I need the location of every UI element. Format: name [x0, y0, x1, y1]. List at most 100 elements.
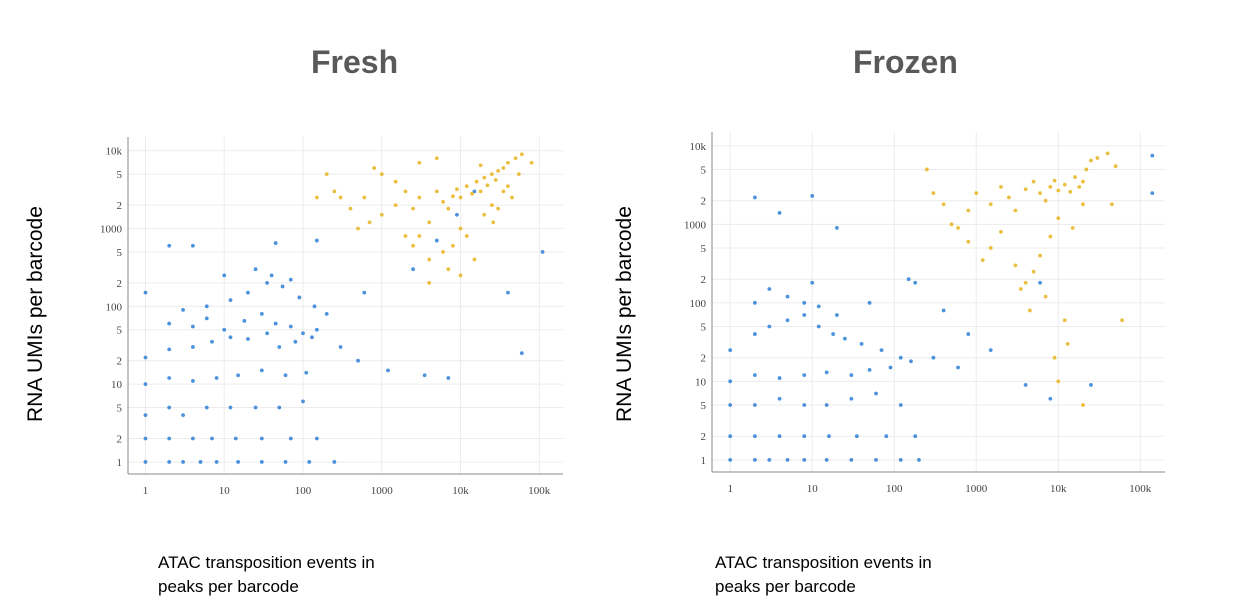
data-point-blue	[931, 355, 936, 360]
data-point-blue	[214, 376, 219, 380]
data-point-gold	[1038, 191, 1042, 195]
y-tick-label: 2	[117, 200, 123, 212]
data-point-blue	[816, 304, 821, 309]
data-point-blue	[181, 413, 185, 417]
data-point-gold	[489, 172, 494, 177]
data-point-blue	[831, 332, 836, 336]
x-tick-label: 1	[143, 485, 149, 495]
x-axis-label-fresh-text: ATAC transposition events in peaks per b…	[158, 553, 375, 596]
chart-title-frozen: Frozen	[853, 44, 958, 80]
data-point-blue	[228, 335, 233, 340]
data-point-blue	[233, 436, 238, 441]
y-tick-label: 1	[701, 455, 707, 467]
data-point-blue	[288, 277, 293, 282]
y-tick-label: 100	[690, 298, 707, 310]
data-point-gold	[367, 220, 372, 225]
data-point-gold	[446, 206, 451, 211]
y-tick-label: 1000	[100, 224, 123, 236]
data-point-blue	[210, 436, 214, 441]
data-point-blue	[277, 345, 282, 349]
data-point-blue	[190, 436, 195, 441]
data-point-gold	[324, 172, 329, 177]
data-point-blue	[297, 295, 302, 300]
data-point-blue	[956, 365, 960, 370]
x-tick-label: 100	[295, 485, 312, 495]
data-point-blue	[307, 460, 312, 464]
data-point-gold	[441, 199, 445, 204]
data-point-blue	[802, 373, 807, 378]
data-point-blue	[167, 460, 172, 464]
data-point-gold	[999, 184, 1003, 189]
data-point-blue	[301, 399, 305, 404]
data-point-blue	[898, 355, 903, 360]
data-point-gold	[1052, 178, 1057, 183]
data-point-blue	[446, 376, 451, 380]
data-point-blue	[767, 457, 772, 462]
data-point-blue	[874, 391, 878, 396]
data-point-gold	[506, 184, 510, 189]
data-point-blue	[777, 396, 782, 401]
data-point-blue	[386, 368, 390, 373]
data-point-blue	[802, 300, 807, 305]
data-point-blue	[728, 379, 733, 384]
y-tick-label: 10k	[690, 141, 707, 153]
data-point-gold	[1031, 179, 1036, 184]
data-point-blue	[181, 460, 185, 464]
data-point-blue	[167, 243, 172, 248]
data-point-blue	[167, 405, 172, 410]
y-tick-label: 5	[117, 169, 123, 181]
data-point-blue	[785, 457, 790, 462]
data-point-blue	[314, 436, 319, 441]
data-point-blue	[777, 434, 782, 439]
data-point-blue	[728, 348, 733, 352]
data-point-blue	[913, 280, 918, 285]
data-point-blue	[143, 436, 148, 441]
data-point-blue	[288, 436, 293, 441]
data-point-gold	[464, 234, 469, 238]
data-point-gold	[489, 203, 494, 207]
data-point-blue	[728, 403, 733, 407]
data-point-blue	[293, 339, 298, 344]
data-point-blue	[849, 373, 854, 378]
data-point-blue	[802, 403, 807, 407]
data-point-gold	[988, 246, 993, 250]
data-point-gold	[513, 156, 518, 161]
x-tick-label: 10	[219, 485, 231, 495]
data-point-gold	[1056, 188, 1061, 193]
data-point-gold	[411, 243, 416, 248]
data-point-blue	[236, 460, 241, 464]
data-point-blue	[304, 370, 309, 375]
data-point-gold	[455, 187, 459, 192]
x-tick-label: 100	[886, 483, 903, 495]
x-axis-label-frozen: ATAC transposition events in peaks per b…	[715, 527, 975, 599]
data-point-blue	[898, 457, 903, 462]
y-tick-label: 10k	[106, 146, 123, 158]
data-point-gold	[450, 243, 455, 248]
data-point-blue	[246, 337, 250, 341]
data-point-blue	[879, 348, 884, 352]
data-point-blue	[259, 311, 264, 316]
y-tick-label: 2	[117, 434, 123, 446]
data-point-gold	[403, 234, 408, 238]
data-point-blue	[301, 331, 305, 336]
data-point-gold	[450, 194, 455, 199]
data-point-gold	[458, 226, 463, 231]
data-point-blue	[167, 347, 172, 352]
data-point-blue	[434, 238, 439, 243]
data-point-blue	[752, 373, 757, 378]
data-point-blue	[827, 434, 831, 439]
data-point-blue	[222, 273, 227, 278]
data-point-gold	[427, 281, 432, 285]
data-point-blue	[842, 336, 847, 341]
x-tick-label: 100k	[1129, 483, 1152, 495]
data-point-blue	[167, 376, 172, 380]
x-tick-label: 1000	[371, 485, 394, 495]
data-point-gold	[1105, 151, 1110, 156]
x-tick-label: 1000	[965, 483, 988, 495]
data-point-blue	[314, 238, 319, 243]
x-axis-label-frozen-text: ATAC transposition events in peaks per b…	[715, 553, 932, 596]
data-point-blue	[236, 373, 241, 378]
data-point-gold	[478, 189, 483, 194]
data-point-gold	[1018, 287, 1023, 291]
data-point-gold	[1056, 216, 1061, 221]
